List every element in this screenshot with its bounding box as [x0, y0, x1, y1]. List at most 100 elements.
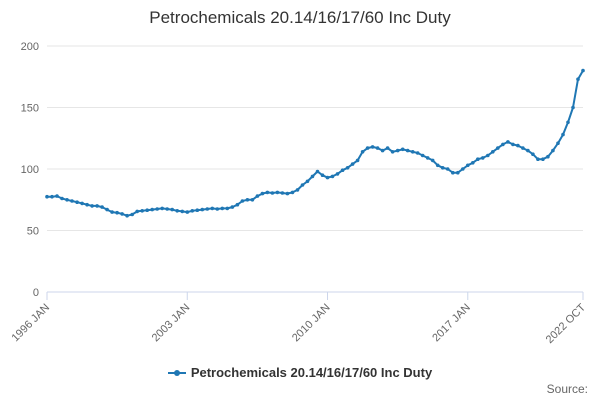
data-point[interactable]	[320, 173, 325, 177]
data-point[interactable]	[85, 202, 89, 207]
data-point[interactable]	[245, 198, 250, 202]
data-point[interactable]	[220, 206, 225, 211]
data-point[interactable]	[95, 204, 99, 208]
legend[interactable]: Petrochemicals 20.14/16/17/60 Inc Duty	[0, 365, 600, 380]
data-point[interactable]	[521, 146, 525, 150]
data-point[interactable]	[300, 183, 305, 187]
data-point[interactable]	[481, 156, 485, 160]
data-point[interactable]	[345, 166, 350, 170]
data-point[interactable]	[400, 147, 405, 152]
data-point[interactable]	[330, 174, 335, 179]
data-point[interactable]	[70, 199, 74, 203]
data-point[interactable]	[365, 146, 370, 150]
data-point[interactable]	[275, 190, 280, 195]
data-point[interactable]	[491, 150, 495, 154]
data-point[interactable]	[105, 207, 109, 212]
data-point[interactable]	[395, 148, 400, 153]
data-point[interactable]	[561, 132, 565, 137]
data-point[interactable]	[581, 68, 585, 73]
data-point[interactable]	[240, 199, 245, 203]
data-point[interactable]	[290, 190, 295, 195]
data-point[interactable]	[531, 152, 535, 156]
data-point[interactable]	[80, 201, 84, 206]
data-point[interactable]	[405, 148, 410, 153]
data-point[interactable]	[440, 166, 445, 170]
data-point[interactable]	[451, 170, 455, 175]
data-point[interactable]	[160, 206, 164, 211]
data-point[interactable]	[195, 208, 200, 212]
data-point[interactable]	[75, 200, 79, 204]
data-point[interactable]	[285, 191, 290, 196]
data-point[interactable]	[425, 156, 430, 160]
data-point[interactable]	[225, 206, 230, 211]
data-point[interactable]	[250, 198, 255, 202]
data-point[interactable]	[310, 174, 315, 179]
data-point[interactable]	[45, 194, 49, 199]
data-point[interactable]	[340, 168, 345, 172]
data-point[interactable]	[360, 150, 365, 154]
data-point[interactable]	[115, 210, 119, 215]
data-point[interactable]	[456, 170, 460, 175]
data-point[interactable]	[420, 153, 425, 158]
data-point[interactable]	[145, 208, 149, 212]
data-point[interactable]	[380, 148, 385, 153]
data-point[interactable]	[230, 205, 235, 209]
data-point[interactable]	[210, 206, 215, 211]
data-point[interactable]	[430, 158, 435, 163]
data-point[interactable]	[571, 105, 575, 110]
data-point[interactable]	[536, 157, 540, 161]
data-point[interactable]	[200, 207, 205, 212]
data-point[interactable]	[335, 172, 340, 176]
data-point[interactable]	[486, 153, 490, 158]
data-point[interactable]	[60, 196, 64, 201]
data-point[interactable]	[375, 146, 380, 150]
data-point[interactable]	[130, 212, 134, 217]
data-point[interactable]	[150, 207, 154, 212]
data-point[interactable]	[410, 150, 415, 154]
data-point[interactable]	[516, 143, 520, 148]
data-point[interactable]	[110, 210, 114, 214]
data-point[interactable]	[435, 163, 440, 168]
data-point[interactable]	[551, 148, 555, 153]
data-point[interactable]	[185, 210, 190, 214]
data-point[interactable]	[190, 209, 195, 213]
data-point[interactable]	[415, 151, 420, 155]
data-point[interactable]	[325, 175, 330, 180]
data-point[interactable]	[526, 148, 530, 153]
data-point[interactable]	[390, 150, 395, 154]
data-point[interactable]	[180, 209, 185, 214]
data-point[interactable]	[280, 191, 285, 195]
data-point[interactable]	[506, 140, 510, 144]
data-point[interactable]	[355, 158, 360, 163]
data-point[interactable]	[100, 205, 104, 209]
data-point[interactable]	[135, 209, 139, 214]
data-point[interactable]	[445, 167, 450, 171]
data-point[interactable]	[556, 141, 560, 145]
data-point[interactable]	[90, 204, 94, 208]
data-point[interactable]	[370, 145, 375, 149]
data-point[interactable]	[385, 146, 390, 150]
data-point[interactable]	[471, 161, 475, 165]
data-point[interactable]	[55, 194, 59, 198]
data-point[interactable]	[260, 191, 265, 196]
data-point[interactable]	[170, 207, 174, 212]
data-point[interactable]	[175, 209, 179, 213]
data-point[interactable]	[50, 194, 54, 199]
data-point[interactable]	[496, 146, 500, 150]
data-point[interactable]	[315, 169, 320, 174]
data-point[interactable]	[295, 188, 300, 192]
data-point[interactable]	[215, 207, 220, 211]
data-point[interactable]	[566, 120, 570, 125]
data-point[interactable]	[165, 207, 169, 211]
data-point[interactable]	[65, 198, 69, 202]
data-point[interactable]	[140, 209, 144, 213]
data-point[interactable]	[576, 77, 580, 81]
data-point[interactable]	[466, 163, 470, 168]
data-point[interactable]	[265, 190, 270, 195]
data-point[interactable]	[511, 142, 515, 147]
data-point[interactable]	[476, 157, 480, 161]
data-point[interactable]	[541, 157, 545, 161]
data-point[interactable]	[125, 213, 129, 218]
data-point[interactable]	[546, 154, 550, 159]
data-point[interactable]	[270, 191, 275, 195]
